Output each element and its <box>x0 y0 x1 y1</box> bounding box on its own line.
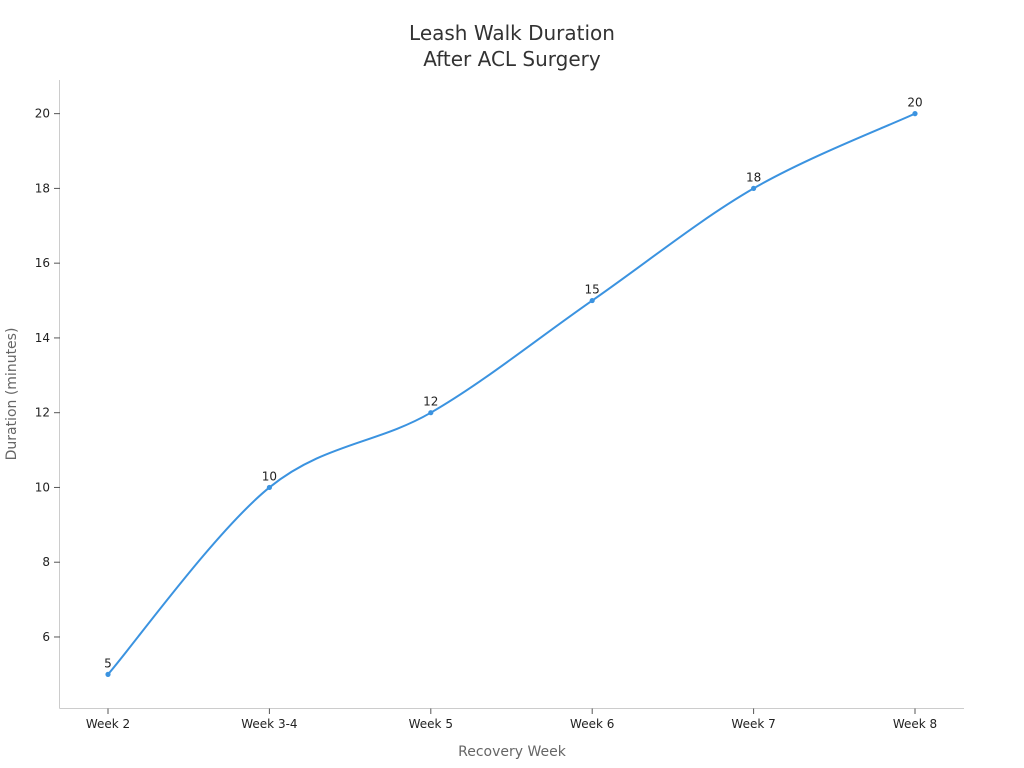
data-point <box>428 410 434 416</box>
x-tick-label: Week 7 <box>731 717 775 731</box>
data-label: 10 <box>262 469 277 483</box>
data-labels-layer: 5 10 12 15 18 20 <box>104 96 922 671</box>
data-label: 15 <box>585 283 600 297</box>
y-tick-label: 20 <box>35 107 50 121</box>
data-point <box>105 671 111 677</box>
y-tick-label: 14 <box>35 331 50 345</box>
x-axis-ticks: Week 2 Week 3-4 Week 5 Week 6 Week 7 Week 8 <box>86 708 937 731</box>
data-point <box>912 111 918 117</box>
chart-title-line-1: Leash Walk Duration <box>409 21 615 45</box>
y-axis-ticks: 6 8 10 12 14 16 18 20 <box>35 107 60 644</box>
data-label: 12 <box>423 395 438 409</box>
y-tick-label: 10 <box>35 480 50 494</box>
x-tick-label: Week 2 <box>86 717 130 731</box>
x-tick-label: Week 5 <box>409 717 453 731</box>
x-tick-label: Week 6 <box>570 717 614 731</box>
data-point <box>751 185 757 192</box>
y-tick-label: 6 <box>42 630 50 644</box>
chart-title-line-2: After ACL Surgery <box>423 47 601 71</box>
y-tick-label: 12 <box>35 406 50 420</box>
data-point <box>589 297 595 304</box>
y-tick-label: 16 <box>35 256 50 270</box>
y-tick-label: 18 <box>35 181 50 195</box>
x-axis-label: Recovery Week <box>458 744 567 760</box>
data-label: 20 <box>907 96 922 110</box>
data-point <box>266 484 272 491</box>
data-label: 18 <box>746 170 761 184</box>
series-layer <box>105 111 918 677</box>
x-tick-label: Week 3-4 <box>241 717 297 731</box>
series-line <box>107 112 916 676</box>
y-axis-label: Duration (minutes) <box>4 328 20 461</box>
y-tick-label: 8 <box>42 555 50 569</box>
data-label: 5 <box>104 656 112 670</box>
x-tick-label: Week 8 <box>893 717 937 731</box>
